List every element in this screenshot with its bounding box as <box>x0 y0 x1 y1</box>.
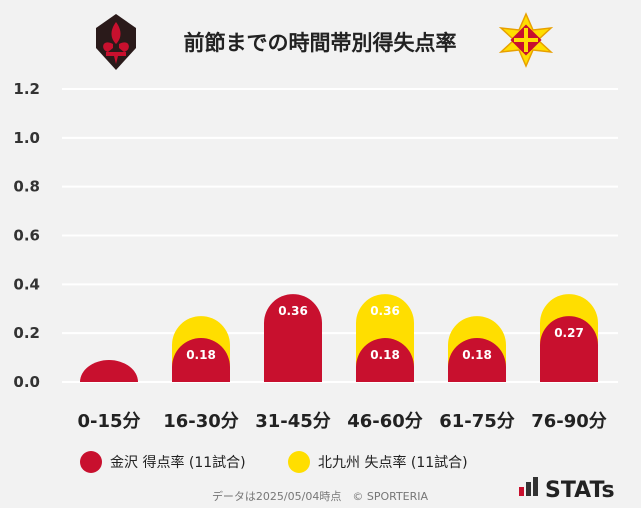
x-category-label: 46-60分 <box>347 411 423 432</box>
stats-bars-icon <box>519 477 538 496</box>
y-tick-label: 1.0 <box>13 129 40 147</box>
y-axis-ticks: 0.0 0.2 0.4 0.6 0.8 1.0 1.2 <box>13 80 40 391</box>
y-tick-label: 1.2 <box>13 80 40 98</box>
x-category-label: 76-90分 <box>531 411 607 432</box>
y-tick-label: 0.4 <box>13 275 40 293</box>
y-tick-label: 0.0 <box>13 373 40 391</box>
legend-label-away: 北九州 失点率 (11試合) <box>318 454 468 471</box>
x-category-label: 0-15分 <box>77 411 140 432</box>
y-tick-label: 0.6 <box>13 227 40 245</box>
brand-name: STATs <box>545 478 615 503</box>
x-category-label: 61-75分 <box>439 411 515 432</box>
away-team-emblem-icon <box>498 12 554 68</box>
bar-value-label: 0.18 <box>186 348 216 362</box>
bar-value-label: 0.36 <box>278 304 308 318</box>
bar-home-scored <box>80 360 138 382</box>
legend-label-home: 金沢 得点率 (11試合) <box>110 454 246 471</box>
bar-value-label: 0.18 <box>370 348 400 362</box>
chart-title: 前節までの時間帯別得失点率 <box>184 31 457 55</box>
bar-home-scored <box>540 316 598 382</box>
footer-note: データは2025/05/04時点 © SPORTERIA <box>212 489 429 503</box>
x-axis-categories: 0-15分 16-30分 31-45分 46-60分 61-75分 76-90分 <box>77 411 606 432</box>
bar-home-scored <box>448 338 506 382</box>
bar-home-scored <box>172 338 230 382</box>
bar-value-labels: 0.36 0.18 0.36 0.18 0.18 0.27 <box>186 304 584 362</box>
bar-value-label: 0.18 <box>462 348 492 362</box>
bars <box>80 294 598 382</box>
bar-home-scored <box>264 294 322 382</box>
legend-swatch-home <box>80 451 102 473</box>
home-team-emblem-icon <box>96 14 136 70</box>
grid-lines <box>62 88 618 383</box>
x-category-label: 31-45分 <box>255 411 331 432</box>
x-category-label: 16-30分 <box>163 411 239 432</box>
bar-value-label: 0.36 <box>370 304 400 318</box>
legend-swatch-away <box>288 451 310 473</box>
y-tick-label: 0.2 <box>13 324 40 342</box>
legend: 金沢 得点率 (11試合) 北九州 失点率 (11試合) <box>80 451 468 473</box>
bar-home-scored <box>356 338 414 382</box>
bar-value-label: 0.27 <box>554 326 584 340</box>
y-tick-label: 0.8 <box>13 178 40 196</box>
